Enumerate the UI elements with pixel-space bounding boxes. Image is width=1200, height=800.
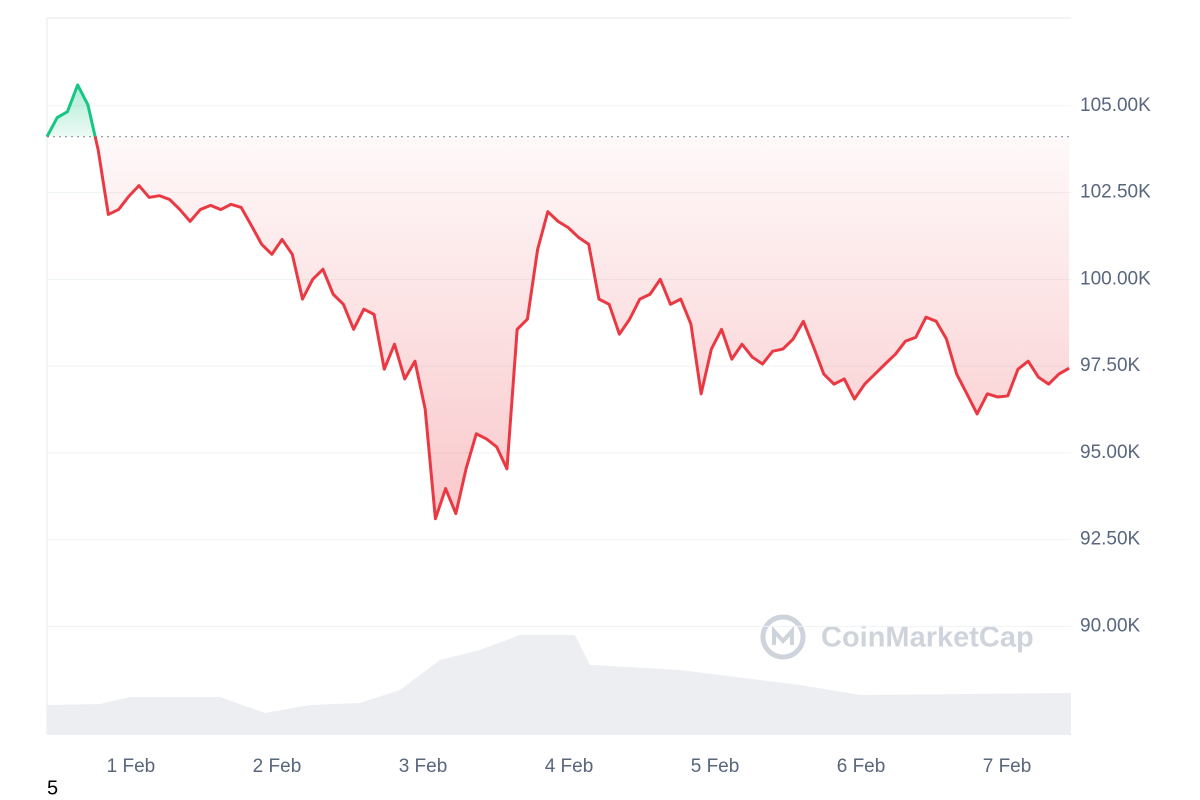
x-tick-label: 1 Feb xyxy=(107,756,156,777)
x-tick-label: 2 Feb xyxy=(253,756,302,777)
x-tick-label: 4 Feb xyxy=(545,756,594,777)
y-tick-label: 100.00K xyxy=(1080,268,1151,289)
watermark: CoinMarketCap xyxy=(760,614,1034,660)
y-tick-label: 102.50K xyxy=(1080,182,1151,203)
price-area xyxy=(47,84,1070,519)
x-tick-label: 6 Feb xyxy=(837,756,886,777)
price-line xyxy=(45,83,1070,521)
watermark-logo-m xyxy=(772,625,794,645)
y-tick-label: 92.50K xyxy=(1080,529,1141,550)
footnote: 5 xyxy=(47,777,58,799)
x-tick-label: 3 Feb xyxy=(399,756,448,777)
y-tick-label: 95.00K xyxy=(1080,442,1141,463)
x-tick-label: 5 Feb xyxy=(691,756,740,777)
y-tick-label: 90.00K xyxy=(1080,615,1141,636)
x-tick-label: 7 Feb xyxy=(983,756,1032,777)
watermark-text: CoinMarketCap xyxy=(821,622,1034,654)
y-tick-label: 105.00K xyxy=(1080,95,1151,116)
y-tick-label: 97.50K xyxy=(1080,355,1141,376)
volume-area xyxy=(47,635,1071,735)
watermark-logo xyxy=(760,614,806,660)
